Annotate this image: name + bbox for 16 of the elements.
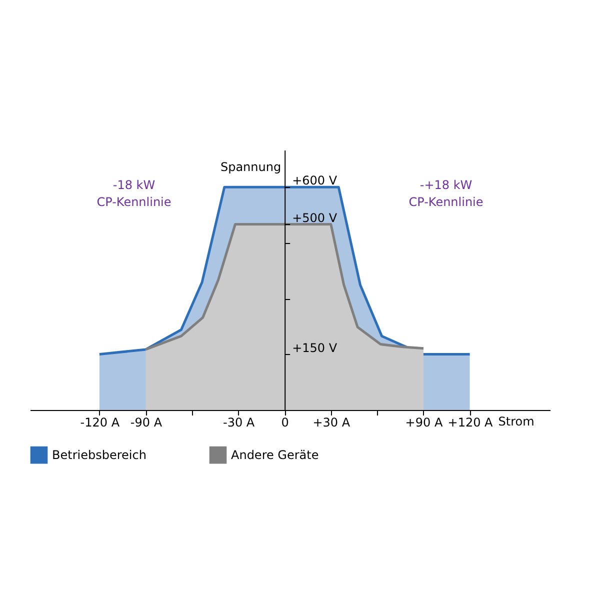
x-axis-title: Strom [498, 414, 534, 428]
annotation: -+18 kW CP-Kennlinie [408, 178, 484, 209]
y-tick-label: +150 V [292, 340, 338, 355]
x-tick-label: -30 A [222, 416, 256, 430]
x-tick-label: -90 A [130, 416, 163, 430]
legend-label: Betriebsbereich [52, 448, 146, 462]
y-tick-label: +500 V [292, 210, 338, 225]
x-tick-label: +30 A [312, 416, 351, 430]
y-tick-label: +600 V [292, 174, 338, 188]
y-axis-title: Spannung [220, 160, 282, 174]
legend-label: Andere Geräte [231, 448, 319, 462]
x-tick-label: -120 A [80, 416, 120, 430]
x-tick-label: 0 [281, 416, 289, 430]
x-tick-label: +90 A [405, 416, 444, 430]
annotation: -18 kW CP-Kennlinie [96, 178, 172, 209]
x-tick-label: +120 A [448, 416, 494, 430]
